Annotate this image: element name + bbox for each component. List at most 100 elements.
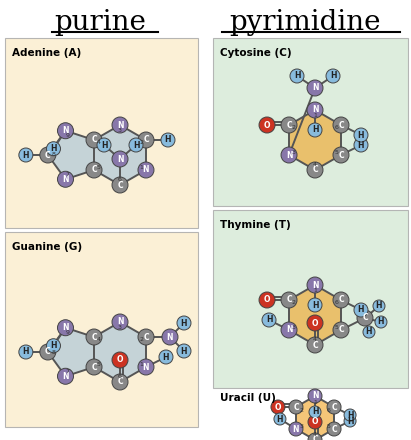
- Circle shape: [281, 147, 297, 163]
- Text: 8: 8: [51, 153, 55, 158]
- Text: 2: 2: [299, 407, 303, 412]
- Circle shape: [307, 162, 323, 178]
- Text: H: H: [277, 414, 283, 423]
- Text: 3: 3: [292, 150, 296, 155]
- Text: 1: 1: [139, 362, 143, 367]
- Text: 6: 6: [118, 177, 122, 182]
- Circle shape: [112, 177, 128, 193]
- Text: H: H: [330, 71, 336, 81]
- Text: N: N: [117, 121, 123, 129]
- Text: N: N: [117, 154, 123, 164]
- Circle shape: [308, 415, 322, 429]
- Text: C: C: [312, 165, 318, 175]
- Circle shape: [308, 389, 322, 403]
- Circle shape: [281, 292, 297, 308]
- Circle shape: [19, 148, 33, 162]
- Circle shape: [112, 314, 128, 330]
- Text: 3: 3: [299, 423, 303, 429]
- Text: 2: 2: [292, 300, 296, 305]
- Circle shape: [19, 345, 33, 359]
- Text: 6: 6: [118, 374, 122, 379]
- Text: H: H: [50, 144, 57, 153]
- Circle shape: [58, 123, 74, 139]
- Text: H: H: [376, 301, 382, 311]
- Circle shape: [354, 128, 368, 142]
- Circle shape: [308, 433, 322, 440]
- Circle shape: [259, 292, 275, 308]
- Text: C: C: [338, 121, 344, 129]
- Circle shape: [309, 406, 321, 418]
- Circle shape: [281, 117, 297, 133]
- Text: 2: 2: [139, 140, 143, 145]
- Text: C: C: [312, 436, 318, 440]
- Text: Cytosine (C): Cytosine (C): [220, 48, 292, 58]
- Circle shape: [46, 142, 60, 156]
- Text: 1: 1: [313, 400, 317, 404]
- Text: 3: 3: [118, 325, 122, 330]
- Circle shape: [58, 171, 74, 187]
- Text: C: C: [286, 296, 292, 304]
- Circle shape: [333, 117, 349, 133]
- Text: H: H: [347, 411, 353, 419]
- Circle shape: [274, 413, 286, 425]
- Text: 5: 5: [335, 325, 338, 330]
- Circle shape: [290, 69, 304, 83]
- Text: N: N: [286, 326, 292, 334]
- Text: 4: 4: [313, 432, 317, 436]
- Polygon shape: [289, 110, 341, 170]
- Circle shape: [138, 359, 154, 375]
- Text: C: C: [45, 150, 51, 159]
- Text: C: C: [91, 136, 97, 144]
- Polygon shape: [94, 322, 146, 382]
- Bar: [5, 38, 198, 228]
- Circle shape: [344, 409, 356, 421]
- Text: H: H: [366, 327, 372, 337]
- Circle shape: [333, 322, 349, 338]
- Text: H: H: [266, 315, 272, 324]
- Text: 5: 5: [335, 150, 338, 155]
- Circle shape: [354, 303, 368, 317]
- Text: O: O: [264, 121, 270, 129]
- Text: N: N: [62, 372, 69, 381]
- Bar: [5, 232, 198, 427]
- Text: C: C: [286, 121, 292, 129]
- Text: N: N: [286, 150, 292, 159]
- Text: 1: 1: [139, 165, 143, 170]
- Circle shape: [326, 69, 340, 83]
- Text: 8: 8: [51, 349, 55, 355]
- Circle shape: [307, 80, 323, 96]
- Circle shape: [129, 138, 143, 152]
- Text: C: C: [91, 363, 97, 371]
- Circle shape: [375, 316, 387, 328]
- Circle shape: [162, 329, 178, 345]
- Circle shape: [354, 138, 368, 152]
- Circle shape: [281, 322, 297, 338]
- Circle shape: [112, 117, 128, 133]
- Text: H: H: [358, 140, 364, 150]
- Text: H: H: [133, 140, 139, 150]
- Polygon shape: [48, 131, 94, 179]
- Bar: [213, 210, 408, 388]
- Text: N: N: [143, 165, 149, 175]
- Text: 6: 6: [335, 300, 338, 305]
- Text: 1: 1: [313, 113, 317, 118]
- Text: purine: purine: [54, 8, 146, 36]
- Text: H: H: [347, 417, 353, 425]
- Circle shape: [46, 339, 60, 353]
- Text: C: C: [331, 425, 337, 433]
- Circle shape: [86, 132, 102, 148]
- Text: Guanine (G): Guanine (G): [12, 242, 82, 252]
- Circle shape: [58, 320, 74, 336]
- Text: C: C: [338, 296, 344, 304]
- Text: H: H: [378, 318, 384, 326]
- Circle shape: [58, 368, 74, 384]
- Text: Thymine (T): Thymine (T): [220, 220, 291, 230]
- Circle shape: [40, 147, 56, 163]
- Text: O: O: [312, 418, 318, 426]
- Text: H: H: [358, 305, 364, 315]
- Text: O: O: [264, 296, 270, 304]
- Text: N: N: [293, 425, 299, 433]
- Text: C: C: [312, 341, 318, 349]
- Text: pyrimidine: pyrimidine: [229, 8, 381, 36]
- Text: 3: 3: [292, 325, 296, 330]
